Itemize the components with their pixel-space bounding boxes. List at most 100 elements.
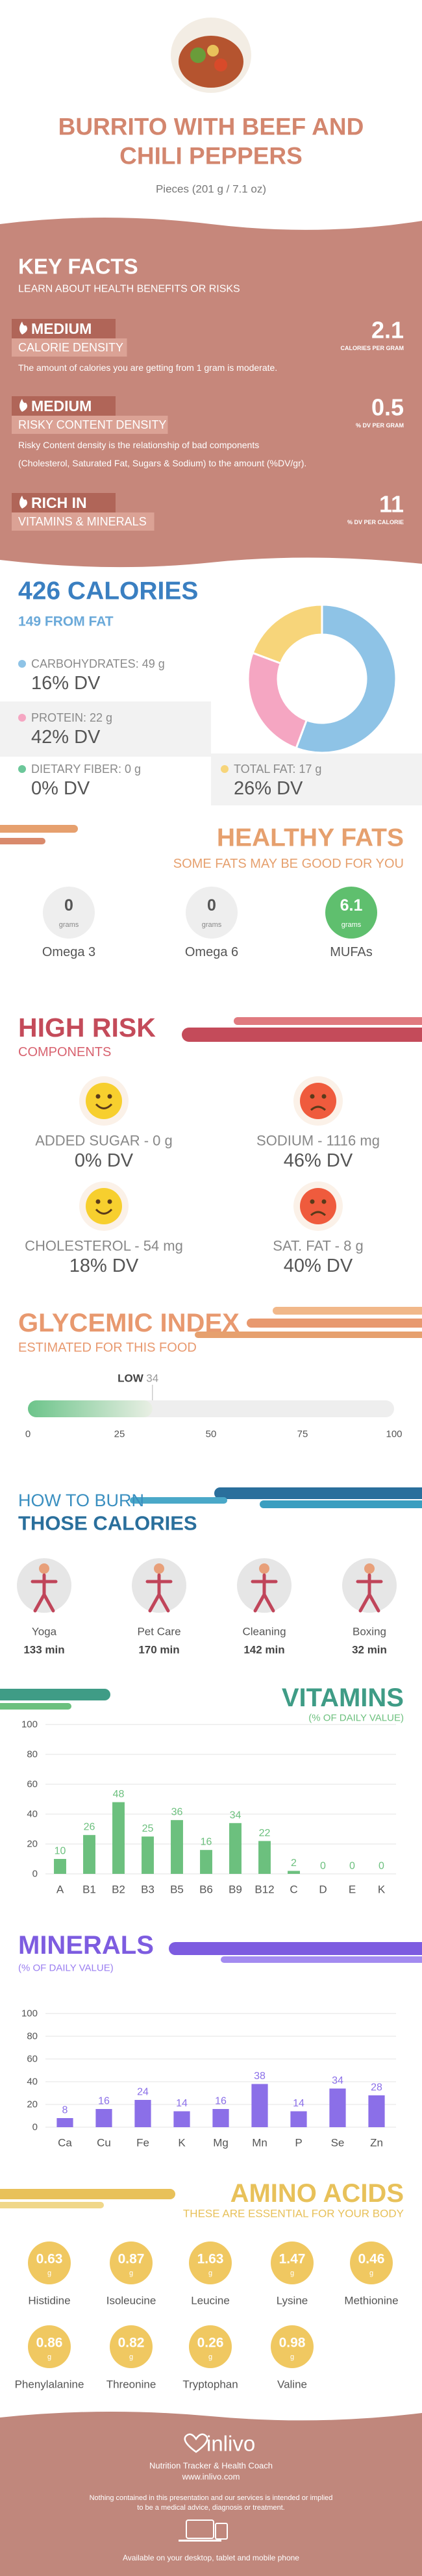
amino-unit: g: [47, 2353, 51, 2361]
amino-value: 0.63: [36, 2252, 63, 2267]
bar: [212, 2109, 229, 2127]
amino-unit: g: [208, 2269, 212, 2277]
value-label: 0: [349, 1861, 355, 1872]
x-tick-label: Zn: [370, 2137, 383, 2149]
fact-level: RICH IN: [31, 494, 87, 511]
fact-note: The amount of calories you are getting f…: [18, 362, 277, 373]
bar: [251, 2084, 268, 2127]
amino-circle: [271, 2241, 314, 2284]
eye: [310, 1199, 315, 1204]
x-tick-label: P: [295, 2137, 302, 2149]
donut-slice: [247, 651, 308, 750]
nutrient-dv: 16% DV: [31, 673, 101, 694]
x-tick-label: A: [56, 1884, 64, 1896]
title: CHILI PEPPERS: [119, 143, 303, 170]
value-label: 34: [230, 1810, 242, 1821]
mouth: [310, 1105, 327, 1111]
x-tick-label: E: [349, 1884, 356, 1896]
fat-bg: [211, 753, 422, 805]
level-tag: [12, 493, 116, 512]
section-title: GLYCEMIC INDEX: [18, 1309, 240, 1337]
activity-name: Boxing: [353, 1626, 386, 1638]
section-title: HIGH RISK: [18, 1013, 156, 1042]
fact-note: (Cholesterol, Saturated Fat, Sugars & So…: [18, 458, 306, 468]
amino-value: 0.86: [36, 2336, 63, 2351]
tag-icon: [19, 496, 27, 509]
y-tick-label: 60: [27, 1779, 38, 1790]
activity-time: 142 min: [243, 1644, 284, 1656]
amino-value: 1.47: [279, 2252, 306, 2267]
x-tick-label: B12: [254, 1884, 274, 1896]
value-label: 16: [201, 1837, 212, 1848]
value-label: 36: [171, 1807, 183, 1818]
section-title: MINERALS: [18, 1931, 154, 1960]
risk-dv: 18% DV: [69, 1256, 139, 1276]
risk-label: CHOLESTEROL - 54 mg: [25, 1238, 183, 1254]
activity-head: [39, 1563, 49, 1574]
fact-level: MEDIUM: [31, 320, 92, 337]
fat-unit: grams: [202, 921, 222, 929]
bar: [134, 2100, 151, 2127]
disclaimer: Nothing contained in this presentation a…: [90, 2494, 333, 2502]
url: www.inlivo.com: [182, 2472, 240, 2482]
x-tick-label: Se: [331, 2137, 345, 2149]
key-facts-band: [0, 218, 422, 568]
section-title: HEALTHY FATS: [217, 824, 404, 852]
value-label: 28: [371, 2082, 382, 2093]
bar: [329, 2088, 346, 2127]
amino-unit: g: [369, 2269, 373, 2277]
value-label: 38: [254, 2071, 266, 2082]
activity-body: [145, 1573, 173, 1613]
tag-icon: [19, 322, 27, 335]
section-subtitle: COMPONENTS: [18, 1045, 111, 1059]
nutrient-label: CARBOHYDRATES: 49 g: [31, 657, 165, 670]
donut-slice: [295, 603, 397, 754]
fat-value: 0: [207, 896, 216, 915]
name-tag: [12, 416, 168, 434]
amino-circle: [189, 2241, 232, 2284]
activity-time: 32 min: [352, 1644, 387, 1656]
amino-circle: [110, 2325, 153, 2368]
name-tag: [12, 338, 127, 357]
amino-name: Leucine: [191, 2295, 230, 2307]
eye: [95, 1199, 101, 1204]
x-tick-label: K: [178, 2137, 186, 2149]
fat-name: Omega 3: [42, 945, 95, 959]
x-tick-label: Mg: [213, 2137, 229, 2149]
amino-circle: [28, 2241, 71, 2284]
x-tick-label: B2: [112, 1884, 125, 1896]
amino-unit: g: [208, 2353, 212, 2361]
availability: Available on your desktop, tablet and mo…: [123, 2553, 299, 2562]
x-tick-label: Mn: [252, 2137, 267, 2149]
name-tag: [12, 512, 155, 531]
value-label: 34: [332, 2075, 343, 2086]
amino-value: 0.26: [197, 2336, 224, 2351]
x-tick-label: D: [319, 1884, 327, 1896]
y-tick-label: 100: [21, 2008, 38, 2019]
calories-from-fat: 149 FROM FAT: [18, 614, 114, 629]
activity-name: Yoga: [32, 1626, 57, 1638]
face: [300, 1083, 336, 1119]
y-tick-label: 20: [27, 1839, 38, 1850]
bar: [142, 1836, 154, 1874]
fact-note: Risky Content density is the relationshi…: [18, 440, 259, 450]
value-label: 0: [320, 1861, 326, 1872]
risk-label: SAT. FAT - 8 g: [273, 1238, 363, 1254]
y-tick-label: 40: [27, 2077, 38, 2088]
nutrient-dv: 26% DV: [234, 778, 303, 799]
face: [300, 1188, 336, 1224]
value-label: 16: [215, 2096, 227, 2107]
risk-label: SODIUM - 1116 mg: [256, 1133, 380, 1149]
donut-slice: [251, 603, 323, 665]
fact-value: 2.1: [371, 317, 404, 344]
protein-bg: [0, 701, 211, 757]
eye: [95, 1094, 101, 1099]
x-tick-label: Ca: [58, 2137, 72, 2149]
value-label: 14: [293, 2098, 304, 2109]
amino-name: Phenylalanine: [15, 2379, 84, 2391]
risk-dv: 46% DV: [284, 1150, 353, 1171]
value-label: 48: [113, 1789, 125, 1800]
legend-dot: [18, 660, 26, 668]
value-label: 10: [55, 1846, 66, 1857]
